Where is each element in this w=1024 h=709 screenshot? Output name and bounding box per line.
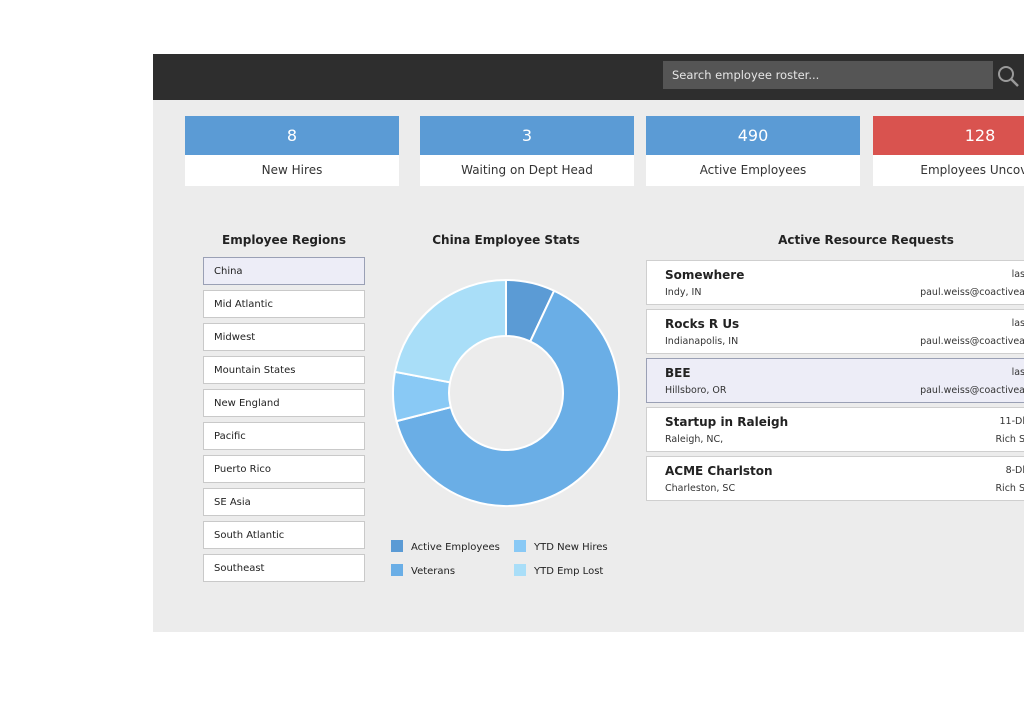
stat-label: Employees Uncover [873, 155, 1024, 186]
request-date: 8-Dl [1005, 465, 1024, 476]
stat-label: Waiting on Dept Head [420, 155, 634, 186]
chart-title: China Employee Stats [432, 233, 580, 247]
stat-value: 128 [873, 116, 1024, 155]
request-date: las [1011, 318, 1024, 329]
request-contact: paul.weiss@coactivea [920, 336, 1024, 347]
stat-value: 490 [646, 116, 860, 155]
request-item[interactable]: Startup in Raleigh Raleigh, NC, 11-Dl Ri… [646, 407, 1024, 452]
legend-swatch [391, 564, 403, 576]
request-name: Startup in Raleigh [665, 415, 789, 429]
search-input[interactable] [663, 61, 993, 89]
stat-card-employees-uncovered[interactable]: 128 Employees Uncover [873, 116, 1024, 186]
dashboard: 8 New Hires 3 Waiting on Dept Head 490 A… [153, 54, 1024, 632]
request-item[interactable]: Somewhere Indy, IN las paul.weiss@coacti… [646, 260, 1024, 305]
legend-swatch [391, 540, 403, 552]
request-list: Somewhere Indy, IN las paul.weiss@coacti… [646, 260, 1024, 505]
region-item[interactable]: Puerto Rico [203, 455, 365, 483]
region-item[interactable]: SE Asia [203, 488, 365, 516]
legend-label: YTD Emp Lost [534, 566, 604, 577]
request-name: BEE [665, 366, 691, 380]
search-icon[interactable] [995, 63, 1021, 89]
legend-swatch [514, 540, 526, 552]
request-location: Hillsboro, OR [665, 385, 727, 396]
regions-title: Employee Regions [222, 233, 346, 247]
region-item[interactable]: Southeast [203, 554, 365, 582]
legend-label: YTD New Hires [534, 542, 608, 553]
stat-value: 8 [185, 116, 399, 155]
request-name: Somewhere [665, 268, 745, 282]
request-date: las [1011, 269, 1024, 280]
legend-item: YTD New Hires [514, 540, 608, 553]
donut-slice-veterans[interactable] [395, 289, 620, 507]
requests-title: Active Resource Requests [778, 233, 954, 247]
region-item[interactable]: Pacific [203, 422, 365, 450]
region-item[interactable]: Midwest [203, 323, 365, 351]
legend-swatch [514, 564, 526, 576]
stat-value: 3 [420, 116, 634, 155]
request-contact: Rich S [995, 483, 1024, 494]
request-location: Charleston, SC [665, 483, 736, 494]
region-item[interactable]: Mid Atlantic [203, 290, 365, 318]
region-item[interactable]: Mountain States [203, 356, 365, 384]
request-location: Raleigh, NC, [665, 434, 724, 445]
stat-label: New Hires [185, 155, 399, 186]
legend-item: Veterans [391, 564, 455, 577]
request-item[interactable]: Rocks R Us Indianapolis, IN las paul.wei… [646, 309, 1024, 354]
stat-card-active-employees[interactable]: 490 Active Employees [646, 116, 860, 186]
legend-item: YTD Emp Lost [514, 564, 603, 577]
top-bar [153, 54, 1024, 100]
request-location: Indy, IN [665, 287, 702, 298]
stat-card-waiting-on-dept-head[interactable]: 3 Waiting on Dept Head [420, 116, 634, 186]
donut-slice-ytd-emp-lost[interactable] [393, 278, 507, 384]
region-list: China Mid Atlantic Midwest Mountain Stat… [203, 257, 365, 587]
request-location: Indianapolis, IN [665, 336, 739, 347]
request-date: las [1011, 367, 1024, 378]
request-date: 11-Dl [999, 416, 1024, 427]
stat-label: Active Employees [646, 155, 860, 186]
legend-label: Active Employees [411, 542, 500, 553]
donut-chart [391, 278, 621, 508]
request-item[interactable]: ACME Charlston Charleston, SC 8-Dl Rich … [646, 456, 1024, 501]
region-item[interactable]: New England [203, 389, 365, 417]
request-contact: paul.weiss@coactivea [920, 287, 1024, 298]
region-item[interactable]: South Atlantic [203, 521, 365, 549]
request-name: ACME Charlston [665, 464, 773, 478]
region-item[interactable]: China [203, 257, 365, 285]
request-contact: paul.weiss@coactivea [920, 385, 1024, 396]
legend-label: Veterans [411, 566, 456, 577]
request-item[interactable]: BEE Hillsboro, OR las paul.weiss@coactiv… [646, 358, 1024, 403]
legend-item: Active Employees [391, 540, 500, 553]
request-name: Rocks R Us [665, 317, 740, 331]
stat-card-new-hires[interactable]: 8 New Hires [185, 116, 399, 186]
donut-chart-svg [392, 278, 620, 507]
request-contact: Rich S [995, 434, 1024, 445]
